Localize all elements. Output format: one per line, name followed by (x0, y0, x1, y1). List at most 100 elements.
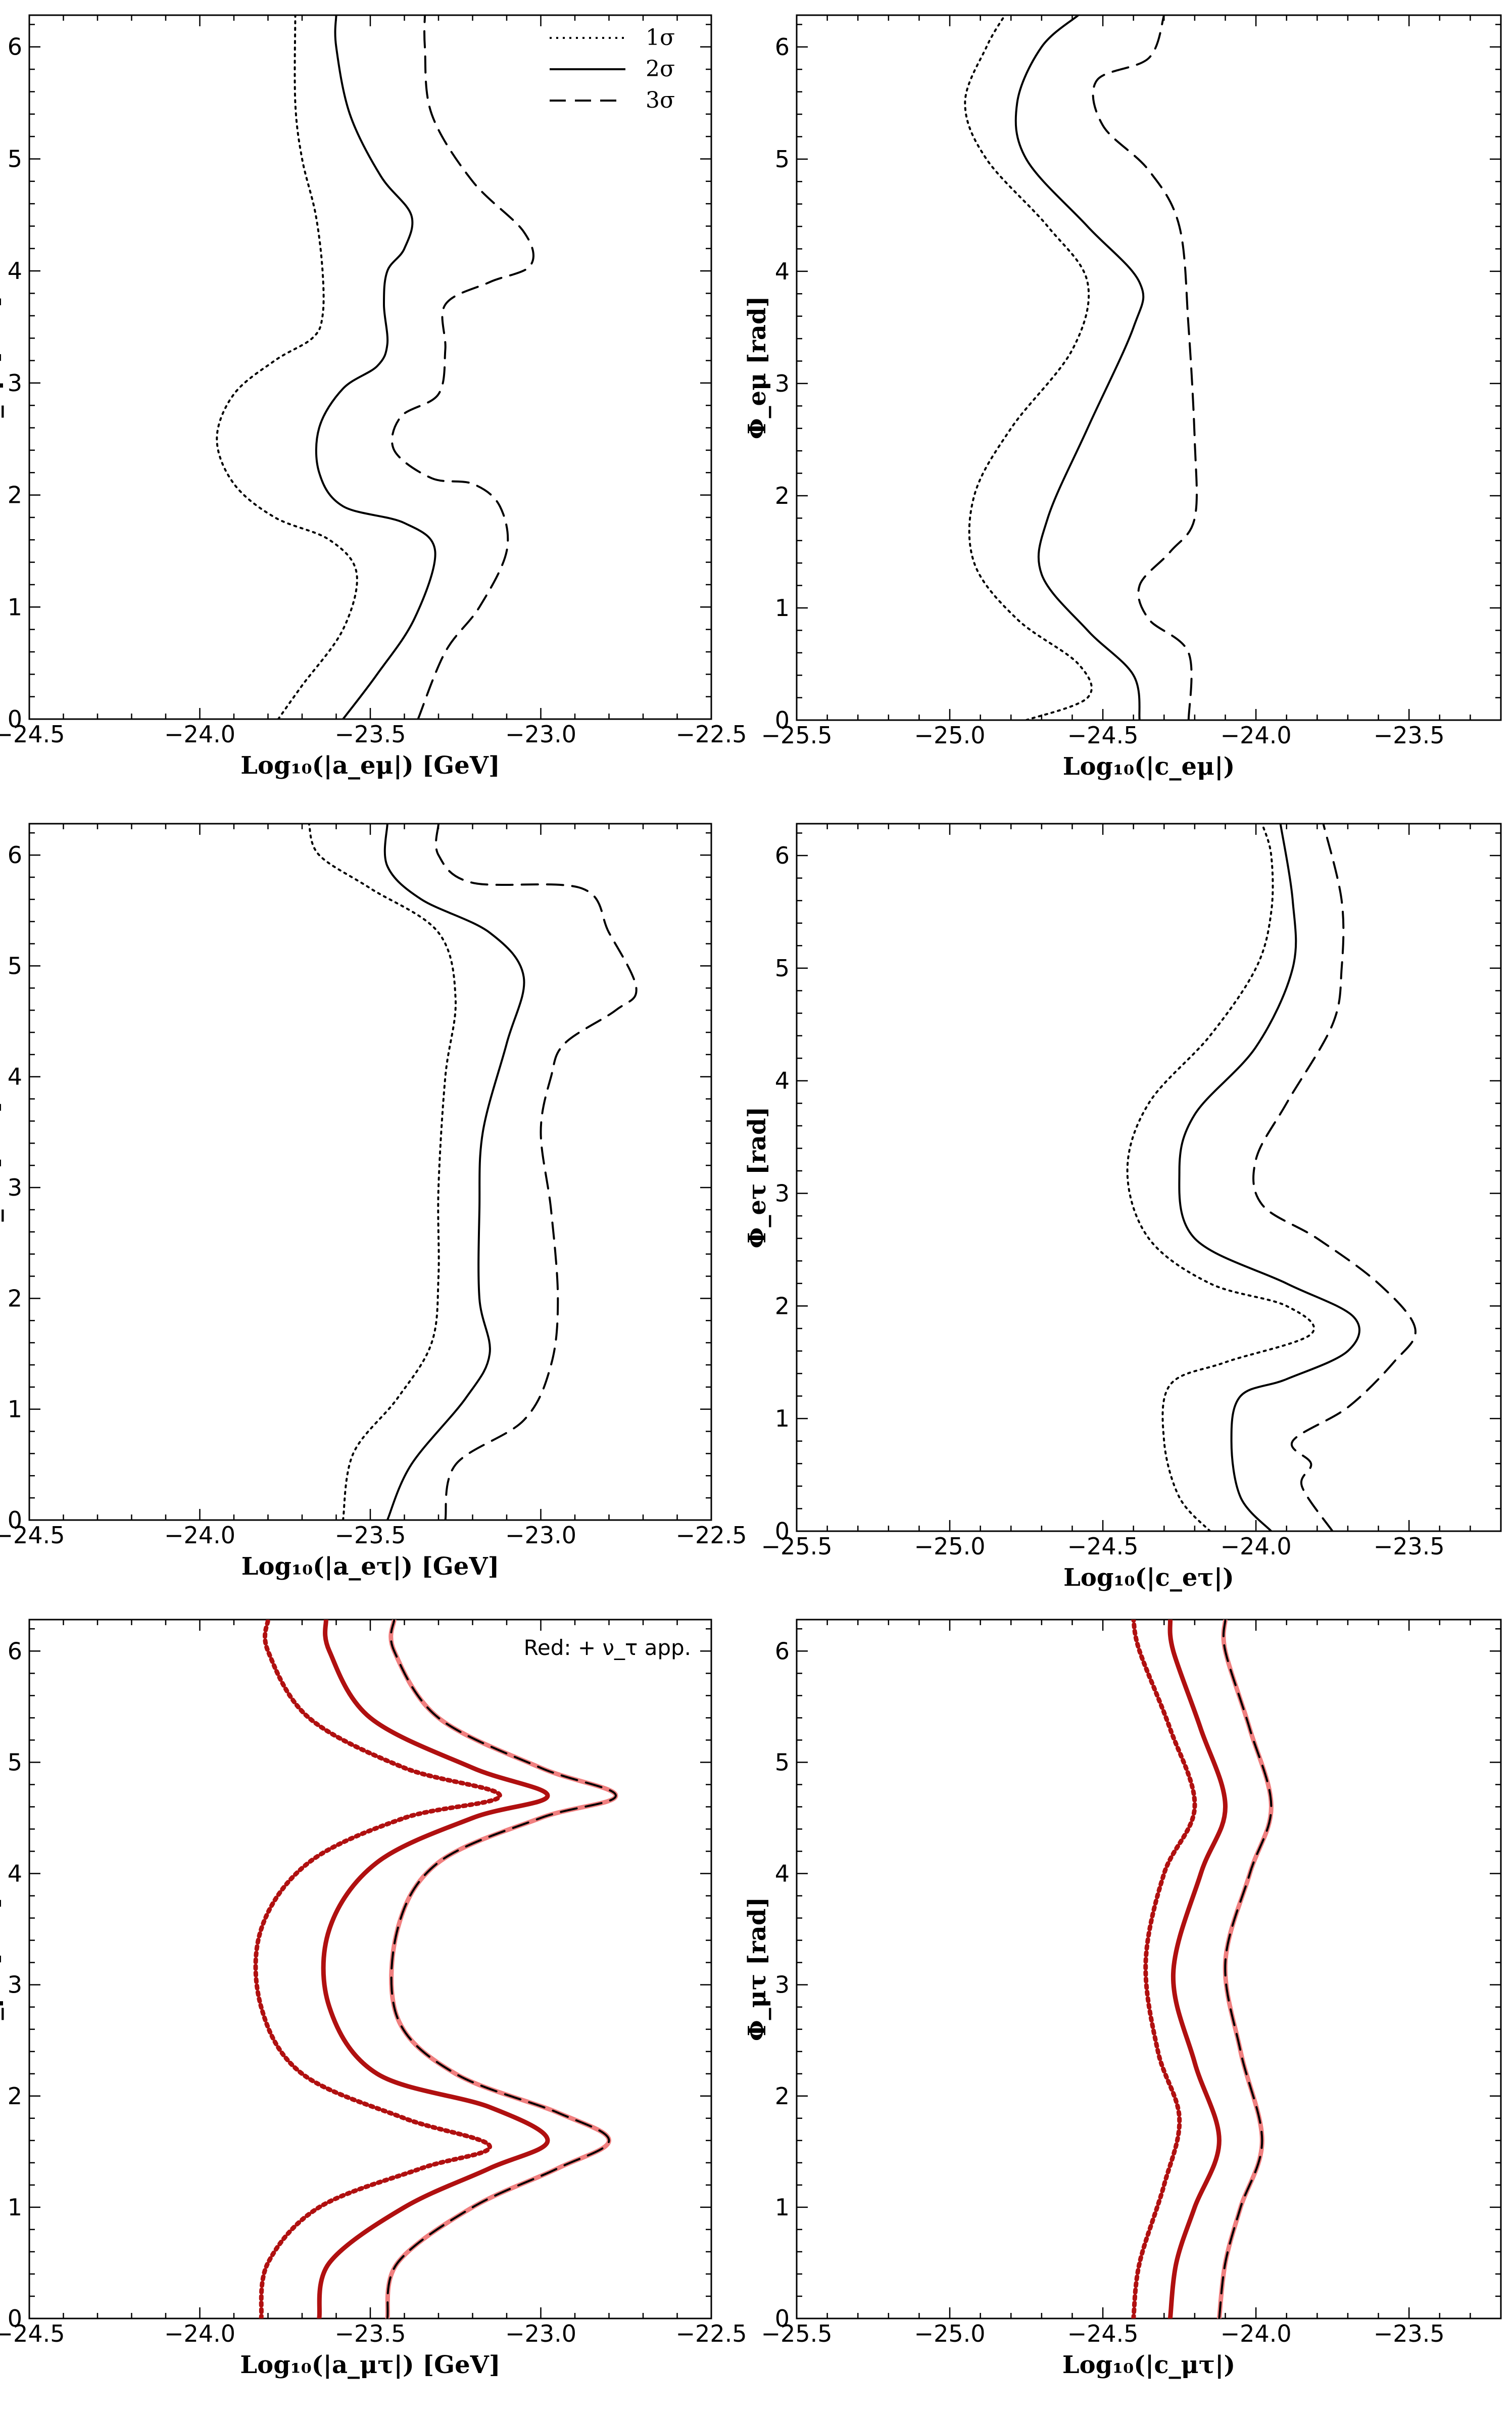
chart-panel-c_emu: −25.5 −25.0 −24.5 −24.0 −23.5 0 1 2 3 4 5 6 Log₁₀(|c… (743, 14, 1502, 781)
y-tick-label: 6 (8, 841, 22, 869)
y-tick-label: 1 (8, 2194, 22, 2221)
y-tick-label: 1 (775, 594, 790, 622)
chart-panel-c_etau: −25.5 −25.0 −24.5 −24.0 −23.5 0 1 2 3 4 5 6 Log₁₀(|c… (743, 823, 1502, 1592)
y-tick-label: 0 (8, 1506, 22, 1534)
y-tick-label: 4 (775, 1860, 790, 1887)
series-line-solid (383, 824, 525, 1520)
series-line-dashed (386, 1620, 617, 2318)
y-tick-label: 3 (775, 1180, 790, 1207)
x-axis-label: Log₁₀(|c_eμ|) (1063, 752, 1235, 781)
y-tick-label: 3 (8, 369, 22, 397)
y-tick-label: 0 (8, 2305, 22, 2332)
series-line-solid (1014, 15, 1145, 720)
x-axis-label: Log₁₀(|a_μτ|) [GeV] (240, 2351, 500, 2379)
series-line-dashed (391, 15, 534, 719)
x-tick-label: −23.5 (335, 2320, 406, 2347)
x-axis-label: Log₁₀(|c_μτ|) (1062, 2351, 1235, 2379)
series-line-dotted (1132, 1620, 1196, 2318)
series-line-solid (318, 1620, 549, 2318)
x-axis-label: Log₁₀(|a_eμ|) [GeV] (240, 751, 500, 780)
y-tick-label: 1 (775, 1405, 790, 1432)
y-tick-label: 3 (775, 370, 790, 397)
y-tick-label: 4 (8, 257, 22, 285)
plot-frame (796, 14, 1502, 721)
y-tick-label: 5 (775, 146, 790, 173)
series-line-dotted (216, 15, 358, 719)
x-tick-label: −24.5 (0, 1522, 65, 1549)
y-tick-label: 2 (8, 1285, 22, 1312)
y-tick-label: 6 (8, 33, 22, 61)
x-tick-label: −25.0 (914, 722, 986, 749)
y-axis-label: Φ_μτ [rad] (0, 1897, 4, 2041)
chart-panel-a_emu: −24.5 −24.0 −23.5 −23.0 −22.5 0 1 2 3 4 5 6 Log₁₀(|a… (0, 14, 747, 780)
x-tick-label: −25.0 (914, 1533, 986, 1560)
series-line-solid (1169, 1620, 1227, 2318)
x-tick-label: −23.0 (505, 2320, 576, 2347)
x-tick-label: −24.0 (1221, 2320, 1292, 2347)
chart-panel-c_mutau: −25.5 −25.0 −24.5 −24.0 −23.5 0 1 2 3 4 5 6 Log₁₀(|c… (743, 1619, 1502, 2379)
y-tick-label: 2 (775, 1292, 790, 1319)
x-tick-label: −24.5 (1067, 1533, 1139, 1560)
x-tick-label: −22.5 (676, 2320, 747, 2347)
x-tick-label: −22.5 (676, 1522, 747, 1549)
series-group (216, 15, 534, 719)
x-tick-label: −24.5 (0, 721, 65, 748)
x-tick-label: −24.0 (164, 721, 235, 748)
series-line-solid (315, 15, 436, 719)
series-group (253, 1620, 618, 2318)
x-tick-label: −23.0 (505, 721, 576, 748)
y-tick-label: 5 (775, 1748, 790, 1776)
legend-label: 1σ (646, 25, 675, 51)
series-group (1131, 1620, 1274, 2318)
x-tick-label: −25.5 (761, 1533, 833, 1560)
y-tick-label: 4 (775, 258, 790, 285)
y-tick-label: 2 (8, 2082, 22, 2110)
x-axis-label: Log₁₀(|a_eτ|) [GeV] (241, 1552, 500, 1581)
y-tick-label: 6 (775, 1637, 790, 1665)
y-tick-label: 2 (775, 482, 790, 509)
y-tick-label: 0 (8, 705, 22, 733)
y-tick-label: 6 (775, 33, 790, 61)
x-tick-label: −25.5 (761, 722, 833, 749)
y-tick-label: 0 (775, 706, 790, 734)
x-tick-label: −24.0 (164, 1522, 235, 1549)
x-tick-label: −24.0 (1221, 722, 1292, 749)
x-tick-label: −25.5 (761, 2320, 833, 2347)
y-axis-label: Φ_eτ [rad] (743, 1107, 771, 1249)
y-tick-label: 5 (775, 955, 790, 982)
series-group (964, 15, 1198, 720)
x-tick-label: −23.5 (335, 1522, 406, 1549)
y-tick-label: 1 (8, 1396, 22, 1423)
y-tick-label: 0 (775, 2305, 790, 2332)
series-line-dashed (1092, 15, 1198, 720)
y-axis-label: Φ_eμ [rad] (743, 296, 771, 440)
y-tick-label: 2 (8, 482, 22, 509)
x-tick-label: −23.5 (1374, 1533, 1445, 1560)
series-line-dotted (308, 824, 457, 1520)
y-tick-label: 3 (775, 1971, 790, 1999)
y-tick-label: 1 (8, 593, 22, 621)
series-line-dotted (1126, 824, 1315, 1531)
x-tick-label: −23.5 (1374, 722, 1445, 749)
x-tick-label: −24.5 (1067, 2320, 1139, 2347)
series-line-solid (1178, 824, 1360, 1531)
x-tick-label: −24.5 (0, 2320, 65, 2347)
x-tick-label: −23.0 (505, 1522, 576, 1549)
y-tick-label: 3 (8, 1174, 22, 1201)
x-tick-label: −23.5 (1374, 2320, 1445, 2347)
series-line-dashed (1218, 1620, 1273, 2318)
chart-panel-a_etau: −24.5 −24.0 −23.5 −23.0 −22.5 0 1 2 3 4 5 6 Log₁₀(|a… (0, 823, 747, 1581)
y-tick-label: 5 (8, 1748, 22, 1776)
y-axis-label: Φ_eτ [rad] (0, 1101, 4, 1243)
series-group (308, 824, 638, 1520)
series-line-dashed (434, 824, 638, 1520)
y-tick-label: 4 (8, 1063, 22, 1091)
y-tick-label: 6 (8, 1637, 22, 1665)
y-tick-label: 5 (8, 145, 22, 172)
plot-frame (796, 823, 1502, 1532)
x-tick-label: −22.5 (676, 721, 747, 748)
y-axis-label: Φ_μτ [rad] (743, 1897, 771, 2041)
y-tick-label: 6 (775, 842, 790, 869)
x-tick-label: −24.0 (1221, 1533, 1292, 1560)
